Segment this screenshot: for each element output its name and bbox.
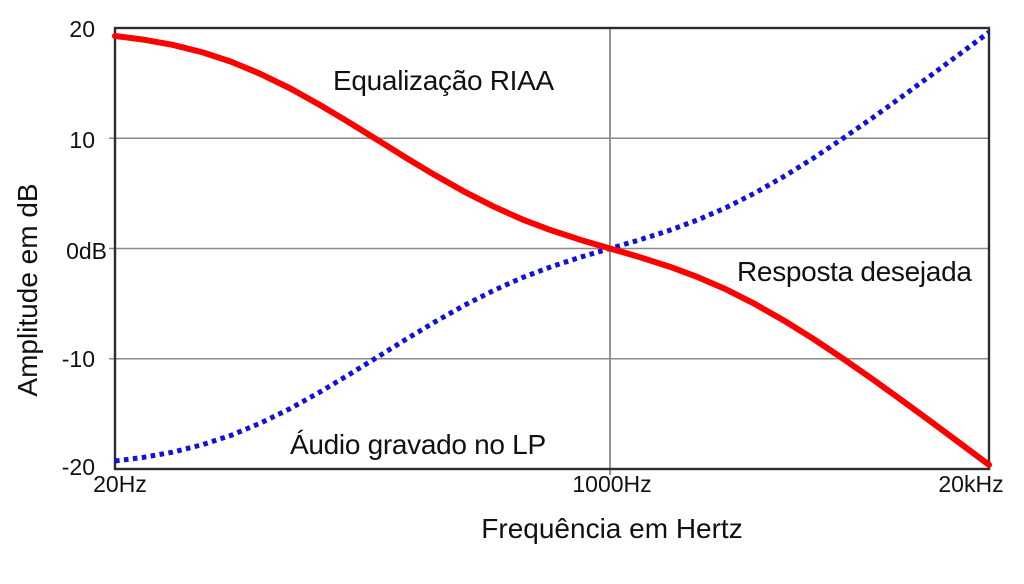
y-tick-20: 20 [69,16,95,42]
y-tick-minus20: -20 [61,454,95,480]
y-axis-title: Amplitude em dB [12,183,43,397]
x-tick-1000hz: 1000Hz [572,471,652,497]
annotation-lp-recorded-audio: Áudio gravado no LP [290,429,546,460]
annotation-desired-response: Resposta desejada [737,256,972,287]
plot-frame [113,26,991,471]
y-tick-minus10: -10 [61,346,95,372]
curve-lp-recorded [114,30,991,464]
annotation-riaa-equalization: Equalização RIAA [333,65,554,96]
x-tick-20khz: 20kHz [938,471,1004,497]
curve-riaa-playback [112,33,992,468]
x-tick-20hz: 20Hz [93,471,147,497]
y-tick-10: 10 [69,127,95,153]
x-axis-title: Frequência em Hertz [481,513,743,544]
y-tick-0db: 0dB [66,238,107,264]
